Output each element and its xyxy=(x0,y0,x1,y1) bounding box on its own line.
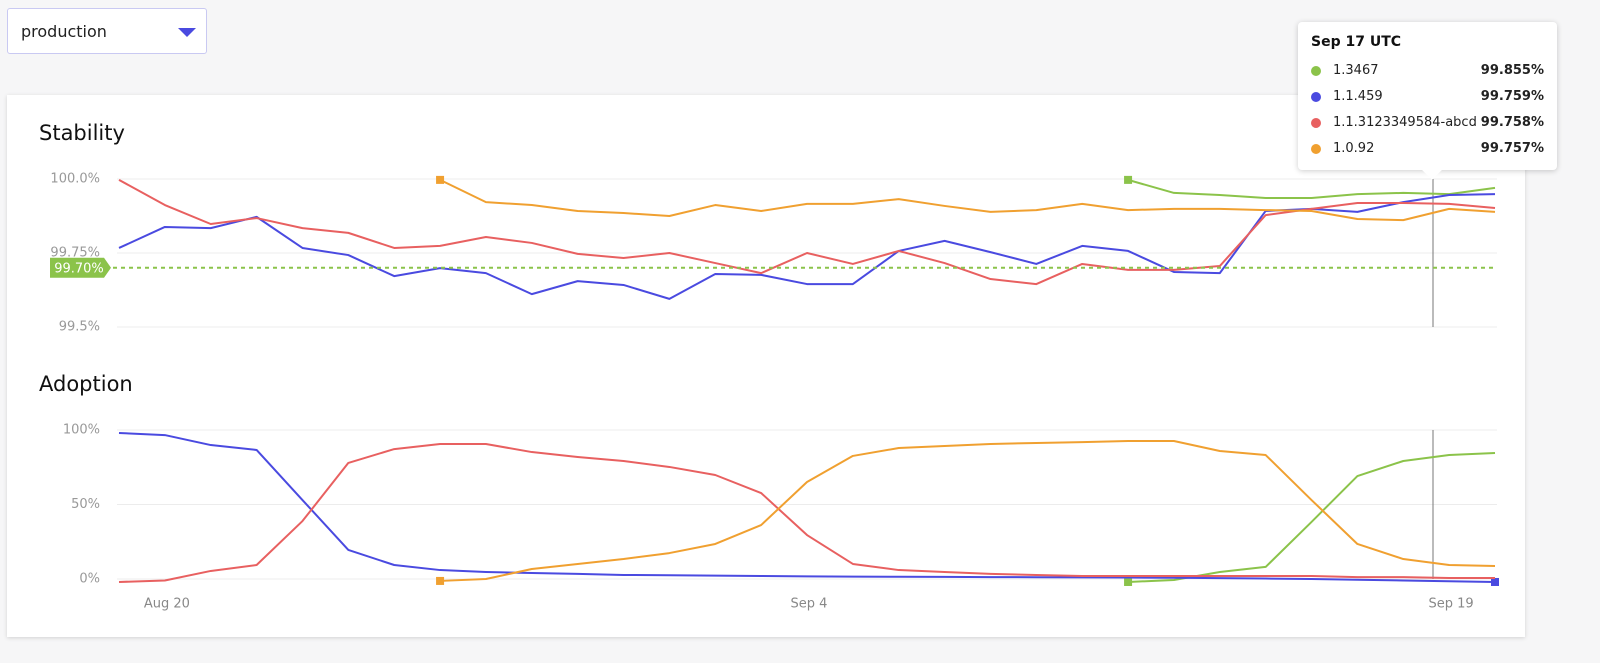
threshold-tag xyxy=(50,257,111,278)
tooltip-row: 1.1.459 99.759% xyxy=(1311,87,1544,107)
y-tick-label: 100.0% xyxy=(50,172,100,187)
series-line xyxy=(118,443,1495,583)
tooltip-value: 99.757% xyxy=(1480,141,1544,156)
legend-dot xyxy=(1311,144,1321,154)
tooltip-value: 99.855% xyxy=(1480,63,1544,78)
tooltip-series-name: 1.1.3123349584-abcd xyxy=(1333,115,1477,130)
tooltip-value: 99.759% xyxy=(1480,89,1544,104)
dropdown-arrow xyxy=(178,28,196,37)
series-end-marker xyxy=(1491,577,1499,586)
threshold-label: 99.70% xyxy=(54,261,104,276)
series-line xyxy=(1128,451,1496,583)
chart-title: Stability xyxy=(39,121,125,145)
x-tick-label: Sep 19 xyxy=(1429,597,1474,612)
series-line xyxy=(118,431,1496,583)
x-tick-label: Aug 20 xyxy=(144,597,190,612)
tooltip-title: Sep 17 UTC xyxy=(1311,34,1402,50)
tooltip-value: 99.758% xyxy=(1480,115,1544,130)
chart-card xyxy=(7,95,1525,637)
series-start-marker xyxy=(436,576,445,585)
tooltip: Sep 17 UTC 1.3467 99.855% 1.1.459 99.759% 1.… xyxy=(1298,22,1557,180)
x-tick-label: Sep 4 xyxy=(791,597,828,612)
environment-dropdown[interactable]: production xyxy=(7,8,207,54)
dropdown-label: production xyxy=(21,22,107,41)
tooltip-row: 1.3467 99.855% xyxy=(1311,61,1544,81)
chart-title: Adoption xyxy=(39,372,133,396)
y-tick-label: 50% xyxy=(71,497,100,512)
series-line xyxy=(1127,178,1496,199)
legend-dot xyxy=(1311,92,1321,102)
tooltip-series-name: 1.0.92 xyxy=(1333,141,1375,156)
series-line xyxy=(440,440,1496,582)
tooltip-series-name: 1.1.459 xyxy=(1333,89,1383,104)
y-tick-label: 99.5% xyxy=(59,320,100,335)
series-line xyxy=(439,178,1496,222)
series-start-marker xyxy=(436,175,445,184)
series-start-marker xyxy=(1124,577,1133,586)
tooltip-row: 1.1.3123349584-abcd 99.758% xyxy=(1311,113,1544,133)
tooltip-row: 1.0.92 99.757% xyxy=(1311,139,1544,159)
legend-dot xyxy=(1311,118,1321,128)
y-tick-label: 100% xyxy=(63,423,100,438)
series-line xyxy=(118,179,1496,286)
tooltip-series-name: 1.3467 xyxy=(1333,63,1379,78)
y-tick-label: 99.75% xyxy=(50,246,100,261)
legend-dot xyxy=(1311,66,1321,76)
series-start-marker xyxy=(1124,175,1133,184)
y-tick-label: 0% xyxy=(79,572,100,587)
